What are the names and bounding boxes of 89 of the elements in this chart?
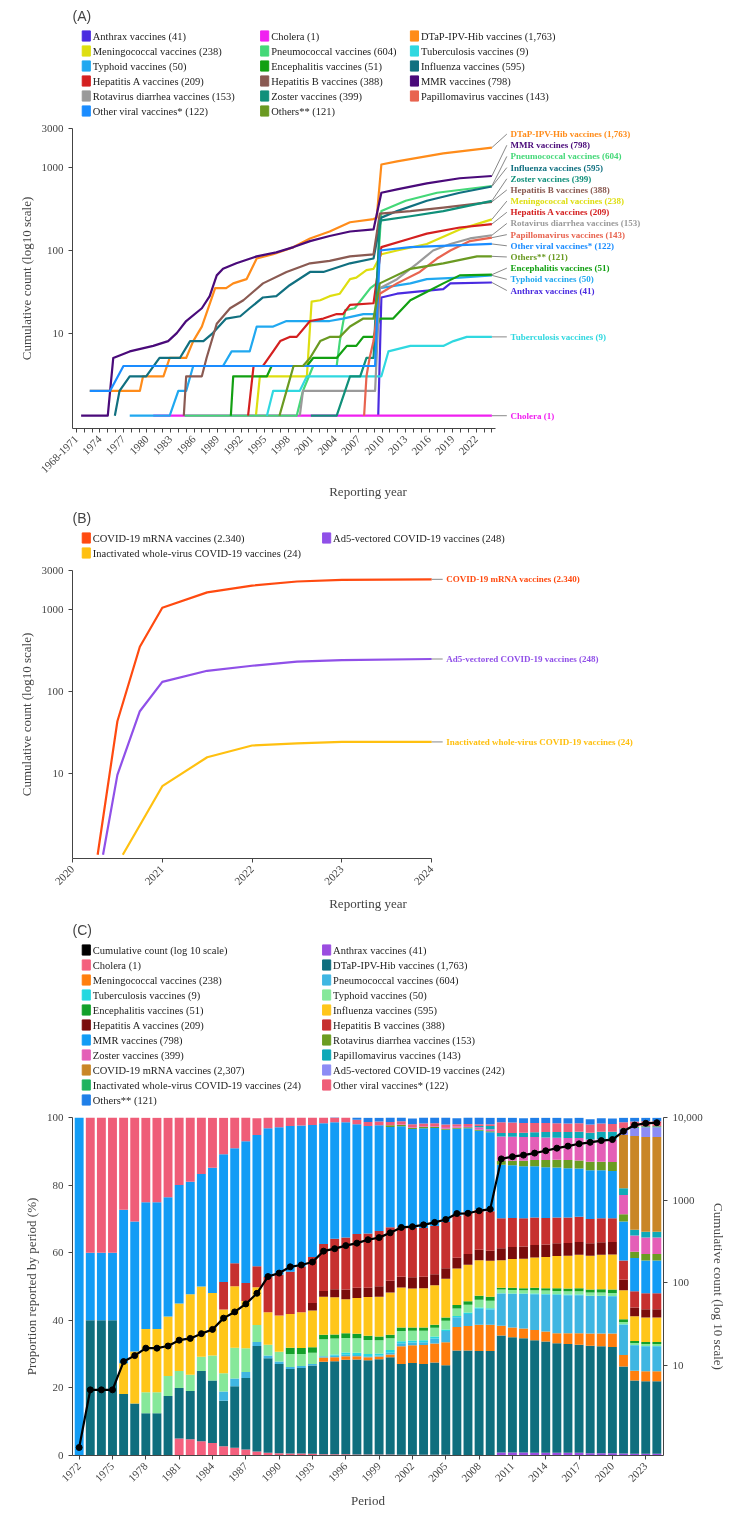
y2-tick-label: 10: [672, 1358, 684, 1371]
text: Zoster vaccines (399): [510, 173, 592, 184]
legend-label: Hepatitis A vaccines (209): [92, 75, 205, 88]
legend-label: Papillomavirus vaccines (143): [333, 1049, 462, 1062]
chart-title: (A): [72, 7, 92, 24]
legend-label: Meningococcal vaccines (238): [92, 974, 223, 987]
legend-label: Inactivated whole-virus COVID-19 vaccines (24): [92, 1079, 302, 1092]
y2-axis-title: Cumulative count (log 10 scale): [710, 1203, 726, 1370]
legend-label: Hepatitis B vaccines (388): [333, 1019, 446, 1032]
legend-label: Others** (121): [92, 1094, 158, 1107]
text: Tuberculosis vaccines (9): [510, 331, 606, 342]
legend-label: Cholera (1): [92, 959, 142, 972]
y-axis-title: Proportion reported by period (%): [24, 1197, 39, 1376]
legend-label: Meningococcal vaccines (238): [92, 45, 223, 58]
y-axis-title: Cumulative count (log10 scale): [18, 196, 34, 361]
y-tick-label: 100: [47, 684, 64, 697]
y-tick-label: 80: [52, 1178, 64, 1191]
legend-label: Influenza vaccines (595): [420, 60, 526, 73]
legend-label: Anthrax vaccines (41): [92, 30, 187, 43]
text: DTaP-IPV-Hib vaccines (1,763): [510, 129, 631, 140]
legend-label: Encephalitis vaccines (51): [271, 60, 383, 73]
legend-label: Other viral vaccines* (122): [333, 1079, 449, 1092]
text: Inactivated whole-virus COVID-19 vaccines (24): [446, 736, 633, 747]
y-tick-label: 10: [52, 766, 64, 779]
legend-label: Influenza vaccines (595): [333, 1004, 438, 1017]
legend-label: DTaP-IPV-Hib vaccines (1,763): [333, 959, 469, 972]
y-tick-label: 100: [47, 244, 64, 257]
y2-tick-label: 100: [672, 1276, 690, 1288]
legend-label: Ad5-vectored COVID-19 vaccines (248): [333, 532, 506, 545]
text: Typhoid vaccines (50): [510, 274, 594, 285]
legend-label: Zoster vaccines (399): [92, 1049, 185, 1062]
legend-label: Papillomavirus vaccines (143): [420, 90, 550, 103]
legend-label: Ad5-vectored COVID-19 vaccines (242): [333, 1064, 506, 1077]
chart-title: (B): [72, 509, 92, 526]
y-tick-label: 3000: [41, 564, 64, 576]
text: Hepatitis A vaccines (209): [510, 207, 610, 218]
legend-label: Cholera (1): [271, 30, 320, 43]
text: Others** (121): [510, 251, 568, 262]
chart-title: (C): [72, 921, 92, 938]
y-tick-label: 40: [52, 1313, 64, 1326]
legend-label: MMR vaccines (798): [420, 75, 512, 88]
legend-label: Other viral vaccines* (122): [92, 105, 209, 118]
text: Meningococcal vaccines (238): [510, 196, 624, 207]
x-axis-title: Period: [351, 1493, 386, 1509]
text: Ad5-vectored COVID-19 vaccines (248): [446, 654, 599, 665]
y-tick-label: 10: [52, 326, 64, 339]
y-tick-label: 1000: [41, 603, 64, 616]
y-tick-label: 0: [58, 1449, 64, 1461]
y-tick-label: 60: [52, 1246, 64, 1259]
y2-tick-label: 10,000: [672, 1111, 704, 1123]
text: Rotavirus diarrhea vaccines (153): [510, 218, 641, 229]
text: Encephalitis vaccines (51): [510, 263, 610, 274]
legend-label: Zoster vaccines (399): [271, 90, 363, 103]
legend-label: MMR vaccines (798): [92, 1034, 184, 1047]
legend-label: Hepatitis A vaccines (209): [92, 1019, 205, 1032]
legend-label: Typhoid vaccines (50): [92, 60, 188, 73]
text: Papillomavirus vaccines (143): [510, 229, 625, 240]
y-axis-title: Cumulative count (log10 scale): [18, 632, 34, 797]
text: MMR vaccines (798): [510, 140, 590, 151]
y-tick-label: 3000: [41, 122, 64, 134]
legend-label: Typhoid vaccines (50): [333, 989, 428, 1002]
legend-label: Encephalitis vaccines (51): [92, 1004, 205, 1017]
legend-label: Rotavirus diarrhea vaccines (153): [333, 1034, 476, 1047]
text: Hepatitis B vaccines (388): [510, 184, 610, 195]
text: Pneumococcal vaccines (604): [510, 151, 622, 162]
text: Influenza vaccines (595): [510, 162, 603, 173]
legend-label: Others** (121): [271, 105, 336, 118]
y-tick-label: 1000: [41, 161, 64, 174]
text: Cholera (1): [510, 410, 555, 421]
legend-label: Rotavirus diarrhea vaccines (153): [92, 90, 236, 103]
text: Anthrax vaccines (41): [510, 285, 595, 296]
legend-label: COVID-19 mRNA vaccines (2,307): [92, 1064, 245, 1077]
legend-label: Tuberculosis vaccines (9): [92, 989, 201, 1002]
legend-label: Cumulative count (log 10 scale): [92, 944, 228, 957]
y-tick-label: 20: [52, 1381, 64, 1394]
legend-label: COVID-19 mRNA vaccines (2.340): [92, 532, 245, 545]
legend-label: Pneumococcal vaccines (604): [333, 974, 459, 987]
x-axis-title: Reporting year: [329, 484, 408, 500]
legend-label: Pneumococcal vaccines (604): [271, 45, 398, 58]
legend-label: Inactivated whole-virus COVID-19 vaccines (24): [92, 547, 302, 560]
legend-label: Anthrax vaccines (41): [333, 944, 427, 957]
legend-label: Hepatitis B vaccines (388): [271, 75, 384, 88]
text: COVID-19 mRNA vaccines (2.340): [446, 574, 580, 585]
y2-tick-label: 1000: [672, 1193, 695, 1206]
legend-label: Tuberculosis vaccines (9): [420, 45, 529, 58]
legend-label: DTaP-IPV-Hib vaccines (1,763): [420, 30, 556, 43]
x-axis-title: Reporting year: [329, 896, 408, 912]
y-tick-label: 100: [47, 1111, 64, 1123]
text: Other viral vaccines* (122): [510, 240, 615, 251]
